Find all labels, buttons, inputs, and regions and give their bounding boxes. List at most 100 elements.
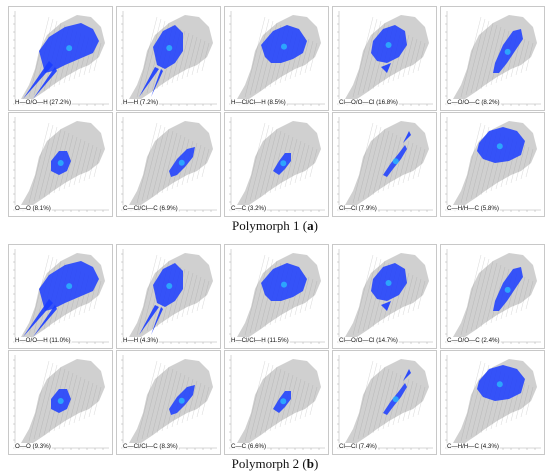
fingerprint-plot-clo: Cl—O/O—Cl (14.7%) [332,244,437,349]
contact-spike [381,63,391,73]
contact-label: C—C (3.2%) [230,205,268,212]
contact-label: H—H (7.2%) [122,99,160,106]
fingerprint-plot-svg [337,249,433,344]
caption-letter: a [307,218,314,233]
fingerprint-plot-svg [121,117,217,212]
contact-label: C—H/H—C (5.8%) [446,205,500,212]
contact-label: C—O/O—C (8.2%) [446,99,501,106]
fingerprint-plot-ccl: C—Cl/Cl—C (8.3%) [116,350,221,455]
contact-core [66,45,73,52]
contact-label: H—Cl/Cl—H (11.5%) [230,337,290,344]
contact-core [504,286,511,293]
fingerprint-plot-hodh: H—O/O—H (11.0%) [8,244,113,349]
fingerprint-plot-clo: Cl—O/O—Cl (16.8%) [332,6,437,111]
fingerprint-plot-svg [13,249,109,344]
full-fingerprint-region [453,253,537,337]
caption-prefix: Polymorph 2 ( [231,456,307,471]
full-fingerprint-mesh [28,360,102,442]
full-fingerprint-mesh [352,360,426,442]
full-fingerprint-region [345,359,429,443]
fingerprint-plot-hh: H—H (7.2%) [116,6,221,111]
fingerprint-plot-hcl: H—Cl/Cl—H (11.5%) [224,244,329,349]
fingerprint-plot-svg [445,117,541,212]
full-fingerprint-mesh [136,122,210,204]
full-fingerprint-mesh [244,360,318,442]
fingerprint-plot-svg [445,249,541,344]
contact-label: C—H/H—C (4.3%) [446,443,500,450]
fingerprint-plot-hh: H—H (4.3%) [116,244,221,349]
contact-core [57,160,64,166]
contact-label: O—O (8.1%) [14,205,52,212]
fingerprint-plot-svg [229,249,325,344]
fingerprint-plot-svg [229,355,325,450]
contact-label: H—O/O—H (11.0%) [14,337,72,344]
full-fingerprint-mesh [136,360,210,442]
fingerprint-plot-co: C—O/O—C (2.4%) [440,244,545,349]
contact-core [504,48,511,55]
contact-label: Cl—Cl (7.4%) [338,443,378,450]
fingerprint-plot-svg [229,117,325,212]
caption-suffix: ) [314,456,319,471]
contact-label: C—Cl/Cl—C (8.3%) [122,443,179,450]
contact-spike [151,69,163,97]
contact-label: C—O/O—C (2.4%) [446,337,501,344]
contact-core [166,283,173,289]
contact-label: O—O (9.3%) [14,443,52,450]
contact-core [392,396,399,403]
contact-core [66,283,73,290]
contact-core [385,42,392,48]
fingerprint-plot-svg [337,117,433,212]
contact-core [166,45,173,51]
contact-core [281,43,287,50]
contact-spike [403,131,411,143]
fingerprint-plot-svg [13,117,109,212]
contact-label: H—H (4.3%) [122,337,160,344]
fingerprint-plot-svg [337,11,433,106]
contact-spike [381,301,391,311]
contact-core [57,398,64,404]
contact-core [178,159,185,166]
contact-core [280,160,287,167]
caption-suffix: ) [313,218,318,233]
contact-label: H—O/O—H (27.2%) [14,99,73,106]
contact-label: C—Cl/Cl—C (6.9%) [122,205,179,212]
fingerprint-plot-svg [121,249,217,344]
fingerprint-plot-ch: C—H/H—C (5.8%) [440,112,545,217]
fingerprint-plot-hcl: H—Cl/Cl—H (8.5%) [224,6,329,111]
contact-label: Cl—Cl (7.9%) [338,205,378,212]
fingerprint-plot-cc: C—C (6.6%) [224,350,329,455]
contact-spike [33,67,57,99]
contact-spike [23,299,53,337]
contact-spike [403,369,411,381]
fingerprint-plot-svg [337,355,433,450]
fingerprint-plot-clcl: Cl—Cl (7.9%) [332,112,437,217]
fingerprint-plot-svg [13,11,109,106]
full-fingerprint-region [345,121,429,205]
fingerprint-plot-ccl: C—Cl/Cl—C (6.9%) [116,112,221,217]
polymorph-2-caption: Polymorph 2 (b) [0,456,550,472]
contact-spike [139,67,159,97]
contact-core [496,143,503,150]
contact-spike [33,305,57,337]
full-fingerprint-region [129,121,213,205]
contact-core [496,381,503,388]
fingerprint-plot-svg [121,355,217,450]
caption-letter: b [306,456,314,471]
full-fingerprint-region [453,15,537,99]
fingerprint-plot-oo: O—O (9.3%) [8,350,113,455]
full-fingerprint-mesh [352,122,426,204]
contact-core [280,398,287,405]
fingerprint-plot-svg [445,355,541,450]
fingerprint-plot-clcl: Cl—Cl (7.4%) [332,350,437,455]
contact-core [178,397,185,404]
fingerprint-plot-svg [13,355,109,450]
contact-spike [151,307,163,335]
full-fingerprint-region [129,359,213,443]
contact-core [392,158,399,165]
full-fingerprint-mesh [28,122,102,204]
contact-core [385,280,392,286]
fingerprint-plot-co: C—O/O—C (8.2%) [440,6,545,111]
fingerprint-plot-svg [445,11,541,106]
fingerprint-plot-ch: C—H/H—C (4.3%) [440,350,545,455]
polymorph-1-caption: Polymorph 1 (a) [0,218,550,234]
